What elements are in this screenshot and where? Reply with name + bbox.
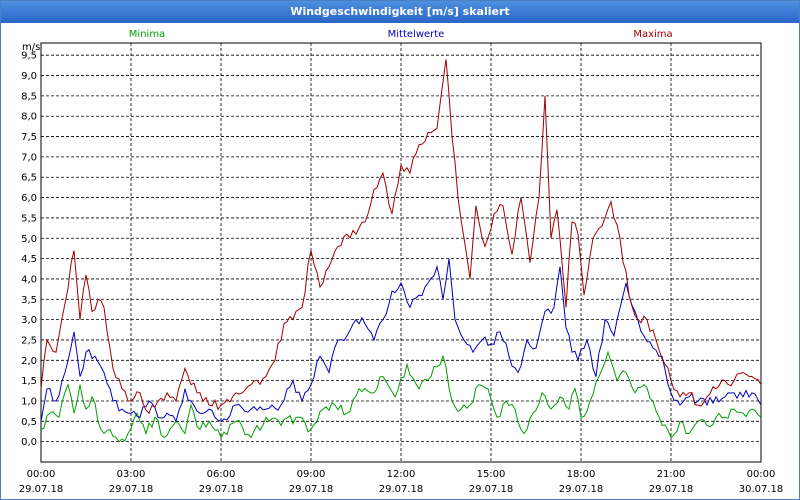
x-tick-time: 03:00 bbox=[117, 469, 146, 480]
x-tick-time: 12:00 bbox=[387, 469, 416, 480]
y-tick-label: 9,0 bbox=[21, 71, 37, 82]
series-line-maxima bbox=[40, 59, 762, 415]
legend: Minima Mittelwerte Maxima bbox=[129, 29, 673, 40]
y-tick-label: 7,0 bbox=[21, 152, 37, 163]
y-tick-label: 1,0 bbox=[21, 396, 37, 407]
y-tick-label: 7,5 bbox=[21, 132, 37, 143]
axes: 0,0 0,5 1,0 1,5 2,0 2,5 3,0 3,5 4,0 4,5 5,0 5,5 6,0 6… bbox=[19, 42, 784, 495]
series-lines bbox=[40, 59, 762, 443]
y-tick-label: 6,0 bbox=[21, 193, 37, 204]
y-tick-label: 2,5 bbox=[21, 335, 37, 346]
y-tick-label: 0,0 bbox=[21, 437, 37, 448]
x-tick-date: 30.07.18 bbox=[739, 484, 784, 495]
y-tick-label: 5,0 bbox=[21, 234, 37, 245]
x-tick-date: 29.07.18 bbox=[289, 484, 334, 495]
y-tick-label: 8,0 bbox=[21, 112, 37, 123]
x-tick-time: 15:00 bbox=[477, 469, 506, 480]
legend-entry: Maxima bbox=[633, 29, 672, 40]
y-tick-label: 1,5 bbox=[21, 376, 37, 387]
x-tick-time: 00:00 bbox=[747, 469, 776, 480]
y-tick-label: 0,5 bbox=[21, 417, 37, 428]
x-tick-date: 29.07.18 bbox=[379, 484, 424, 495]
y-tick-label: 4,0 bbox=[21, 274, 37, 285]
x-tick-date: 29.07.18 bbox=[109, 484, 154, 495]
x-tick-time: 21:00 bbox=[657, 469, 686, 480]
y-tick-label: 4,5 bbox=[21, 254, 37, 265]
window-title: Windgeschwindigkeit [m/s] skaliert bbox=[1, 1, 799, 23]
y-tick-label: 6,5 bbox=[21, 173, 37, 184]
x-tick-time: 06:00 bbox=[207, 469, 236, 480]
y-tick-label: 8,5 bbox=[21, 91, 37, 102]
y-tick-label: 9,5 bbox=[21, 51, 37, 62]
series-line-minima bbox=[40, 350, 762, 443]
legend-entry: Mittelwerte bbox=[388, 29, 445, 40]
y-tick-label: 5,5 bbox=[21, 213, 37, 224]
x-tick-date: 29.07.18 bbox=[649, 484, 694, 495]
x-tick-date: 29.07.18 bbox=[199, 484, 244, 495]
legend-entry: Minima bbox=[129, 29, 165, 40]
y-tick-label: 2,0 bbox=[21, 356, 37, 367]
x-tick-date: 29.07.18 bbox=[559, 484, 604, 495]
wind-speed-chart: 0,0 0,5 1,0 1,5 2,0 2,5 3,0 3,5 4,0 4,5 5,0 5,5 6,0 6… bbox=[19, 29, 784, 495]
series-line-mittelwerte bbox=[40, 258, 762, 423]
plot-frame bbox=[40, 42, 762, 463]
y-tick-label: 3,5 bbox=[21, 295, 37, 306]
x-tick-time: 09:00 bbox=[297, 469, 326, 480]
x-tick-date: 29.07.18 bbox=[469, 484, 514, 495]
y-tick-label: 3,0 bbox=[21, 315, 37, 326]
grid-lines bbox=[41, 43, 761, 462]
y-axis-label: m/s bbox=[22, 42, 40, 53]
x-tick-date: 29.07.18 bbox=[19, 484, 64, 495]
x-tick-time: 18:00 bbox=[567, 469, 596, 480]
x-tick-time: 00:00 bbox=[27, 469, 56, 480]
